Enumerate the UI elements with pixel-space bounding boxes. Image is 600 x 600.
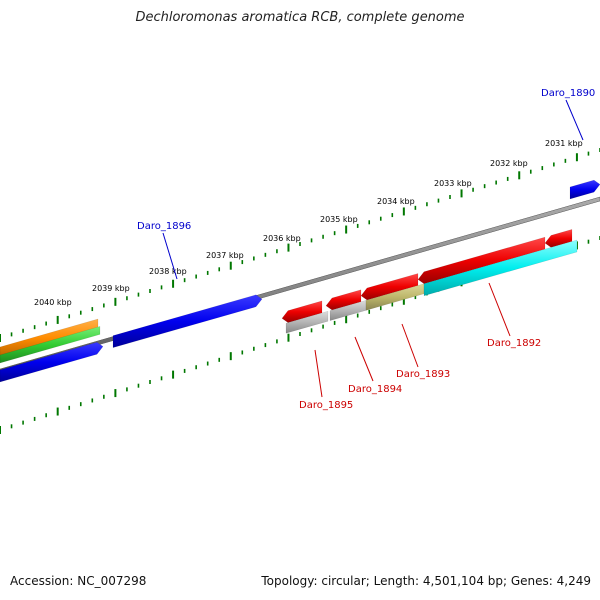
gene-label[interactable]: Daro_1893 [396, 369, 450, 380]
gene-feature-green[interactable] [0, 326, 101, 364]
kbp-label: 2033 kbp [434, 179, 472, 188]
gene-label-leader [488, 282, 511, 337]
gene-label[interactable]: Daro_1895 [299, 400, 353, 411]
gene-feature-gray-1[interactable] [285, 310, 329, 334]
kbp-label: 2039 kbp [92, 284, 130, 293]
gene-label-leader [162, 232, 178, 280]
gene-label[interactable]: Daro_1894 [348, 384, 402, 395]
gene-feature-red-3[interactable] [360, 273, 419, 301]
gene-labels: Daro_1890 Daro_1896 Daro_1892 Daro_1893 Daro… [137, 88, 595, 411]
gene-feature-daro-1890[interactable] [569, 179, 600, 200]
accession-text: Accession: NC_007298 [10, 574, 147, 588]
kbp-label: 2032 kbp [490, 159, 528, 168]
kbp-label: 2031 kbp [545, 139, 583, 148]
kbp-label: 2038 kbp [149, 267, 187, 276]
topology-text: Topology: circular; Length: 4,501,104 bp… [261, 574, 591, 588]
outer-tick-row [0, 148, 600, 342]
gene-label-leader [314, 349, 323, 398]
kbp-label: 2036 kbp [263, 234, 301, 243]
gene-label[interactable]: Daro_1890 [541, 88, 595, 99]
kbp-label: 2035 kbp [320, 215, 358, 224]
kbp-label: 2037 kbp [206, 251, 244, 260]
map-title: Dechloromonas aromatica RCB, complete ge… [135, 10, 465, 25]
gene-label-leader [354, 336, 374, 382]
kbp-label: 2034 kbp [377, 197, 415, 206]
gene-label[interactable]: Daro_1896 [137, 221, 191, 232]
tick-marks [0, 148, 600, 434]
gene-feature-cyan[interactable] [423, 239, 578, 297]
gene-label[interactable]: Daro_1892 [487, 338, 541, 349]
kbp-label: 2040 kbp [34, 298, 72, 307]
gene-label-leader [401, 323, 419, 368]
gene-feature-red-1[interactable] [281, 300, 323, 323]
gene-label-leader [565, 99, 584, 141]
gene-feature-daro-1897[interactable] [0, 341, 104, 383]
gene-feature-daro-1896[interactable] [112, 294, 263, 349]
kbp-scale-labels: 2031 kbp 2032 kbp 2033 kbp 2034 kbp 2035 kbp… [34, 139, 583, 307]
